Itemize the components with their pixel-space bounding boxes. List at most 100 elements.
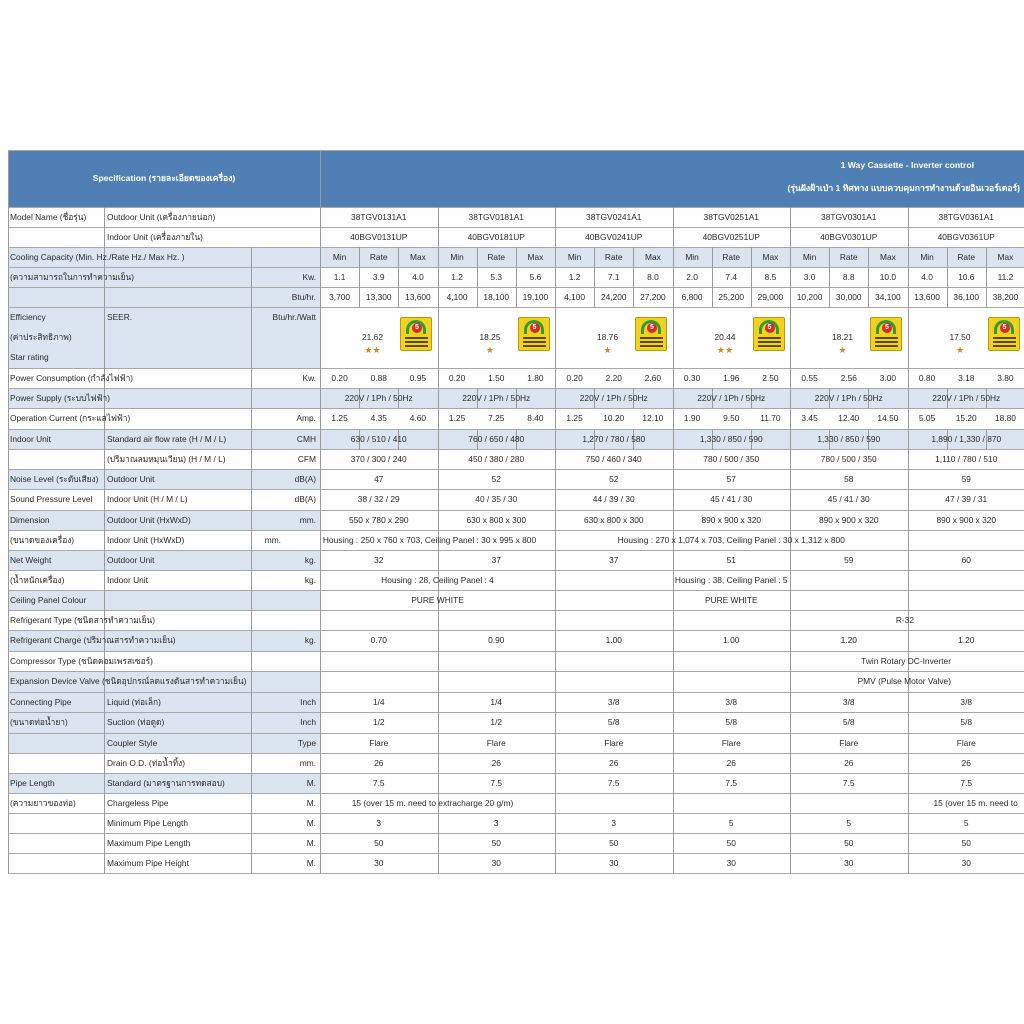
current-value: 4.60 bbox=[409, 413, 427, 423]
refrigerant-charge-value: 1.00 bbox=[723, 635, 740, 645]
power-supply-value: 220V / 1Ph / 50Hz bbox=[462, 393, 531, 403]
energy-lines bbox=[875, 337, 898, 339]
label-star-rating: Star rating bbox=[10, 352, 49, 362]
label-dim-indoor: Indoor Unit (HxWxD) bbox=[107, 535, 185, 545]
label-air-flow-th: (ปริมาณลมหมุนเวียน) (H / M / L) bbox=[107, 454, 226, 464]
col-max: Max bbox=[879, 252, 896, 262]
col-line bbox=[437, 207, 439, 873]
power-kw-value: 0.20 bbox=[331, 373, 348, 383]
label-panel-colour: Ceiling Panel Colour bbox=[10, 595, 87, 605]
power-supply-value: 220V / 1Ph / 50Hz bbox=[814, 393, 883, 403]
label-expansion-valve: Expansion Device Valve (ชนิดอุปกรณ์ลดแรง… bbox=[10, 676, 247, 686]
power-kw-value: 2.56 bbox=[840, 373, 857, 383]
noise-outdoor-value: 47 bbox=[374, 474, 384, 484]
power-kw-value: 2.60 bbox=[644, 373, 662, 383]
label-noise-level: Noise Level (ระดับเสียง) bbox=[10, 474, 99, 484]
pipe-max-value: 50 bbox=[491, 838, 501, 848]
sub-col-line bbox=[946, 388, 948, 408]
label-std-air-flow: Standard air flow rate (H / M / L) bbox=[107, 434, 227, 444]
current-value: 8.40 bbox=[527, 413, 544, 423]
header-band bbox=[8, 150, 1024, 207]
model-indoor-0: 40BGV0131UP bbox=[350, 232, 408, 242]
power-kw-value: 1.96 bbox=[723, 373, 740, 383]
noise-indoor-value: 45 / 41 / 30 bbox=[827, 494, 870, 504]
col-max: Max bbox=[997, 252, 1014, 262]
sub-col-line bbox=[633, 429, 635, 449]
unit-kg-3: kg. bbox=[304, 635, 316, 645]
col-min: Min bbox=[802, 252, 817, 262]
label-dimension: Dimension bbox=[10, 515, 50, 525]
col-max: Max bbox=[762, 252, 779, 262]
pipe-standard-value: 7.5 bbox=[960, 778, 973, 788]
current-value: 18.80 bbox=[994, 413, 1016, 423]
label-coupler-style: Coupler Style bbox=[107, 738, 158, 748]
row-line bbox=[8, 550, 1024, 551]
pipe-max-value: 50 bbox=[726, 838, 736, 848]
row-line bbox=[8, 630, 1024, 631]
energy-number: 5 bbox=[999, 323, 1010, 333]
label-net-weight-th: (น้ำหนักเครื่อง) bbox=[10, 575, 65, 585]
sub-col-line bbox=[750, 429, 752, 449]
pipe-height-value: 30 bbox=[491, 858, 501, 868]
current-value: 14.50 bbox=[877, 413, 899, 423]
energy-lines bbox=[757, 337, 781, 339]
shade-row bbox=[8, 429, 320, 449]
weight-indoor-span-a: Housing : 28, Ceiling Panel : 4 bbox=[381, 575, 494, 585]
cooling-btu-value: 13,600 bbox=[914, 292, 940, 302]
pipe-height-value: 30 bbox=[844, 858, 854, 868]
cooling-kw-value: 8.8 bbox=[842, 272, 855, 282]
energy-lines bbox=[522, 337, 546, 339]
label-operation-current: Operation Current (กระแสไฟฟ้า) bbox=[10, 413, 131, 423]
sub-col-line bbox=[946, 429, 948, 449]
energy-label-icon: 5 bbox=[635, 317, 667, 351]
current-value: 1.25 bbox=[331, 413, 348, 423]
unit-kw: Kw. bbox=[302, 272, 317, 282]
shade-row bbox=[8, 630, 320, 651]
label-chargeless: Chargeless Pipe bbox=[107, 798, 169, 808]
col-rate: Rate bbox=[839, 252, 858, 262]
current-value: 7.25 bbox=[488, 413, 505, 423]
dim-outdoor-value: 630 x 800 x 300 bbox=[583, 515, 644, 525]
col-min: Min bbox=[567, 252, 582, 262]
cooling-btu-value: 27,200 bbox=[640, 292, 666, 302]
dim-outdoor-value: 630 x 800 x 300 bbox=[466, 515, 527, 525]
energy-ring-icon bbox=[523, 320, 544, 334]
col-line bbox=[251, 247, 252, 873]
label-cooling-capacity-th: (ความสามารถในการทำความเย็น) bbox=[10, 272, 135, 282]
cooling-kw-value: 7.1 bbox=[607, 272, 620, 282]
energy-ring-icon bbox=[641, 320, 661, 334]
spec-header-label: Specification (รายละเอียดของเครื่อง) bbox=[92, 173, 236, 183]
col-max: Max bbox=[644, 252, 661, 262]
energy-lines bbox=[640, 337, 663, 339]
row-line bbox=[8, 530, 1024, 531]
current-value: 1.90 bbox=[683, 413, 701, 423]
row-line bbox=[8, 570, 1024, 571]
energy-label-icon: 5 bbox=[752, 317, 785, 351]
unit-mm-3: mm. bbox=[299, 758, 316, 768]
cooling-kw-value: 8.5 bbox=[764, 272, 777, 282]
sub-col-line bbox=[594, 388, 596, 408]
model-indoor-2: 40BGV0241UP bbox=[585, 232, 643, 242]
cooling-kw-value: 5.6 bbox=[529, 272, 542, 282]
cooling-btu-value: 3,700 bbox=[329, 292, 351, 302]
sub-col-line bbox=[633, 247, 635, 307]
label-min-pipe: Minimum Pipe Length bbox=[107, 818, 188, 828]
pipe-height-value: 30 bbox=[726, 858, 736, 868]
cooling-btu-value: 18,100 bbox=[483, 292, 510, 302]
label-indoor-unit-row: Indoor Unit bbox=[10, 434, 51, 444]
pipe-standard-value: 7.5 bbox=[607, 778, 620, 788]
label-net-weight: Net Weight bbox=[10, 555, 52, 565]
label-efficiency: Efficiency bbox=[10, 312, 46, 322]
shade-row bbox=[8, 692, 320, 712]
cooling-kw-value: 8.0 bbox=[647, 272, 659, 282]
cooling-btu-value: 24,200 bbox=[600, 292, 627, 302]
row-line bbox=[8, 449, 1024, 450]
pipe-suction-value: 5/8 bbox=[607, 717, 620, 727]
dim-indoor-span-b: Housing : 270 x 1,074 x 703, Ceiling Pan… bbox=[617, 535, 845, 545]
cooling-btu-value: 10,200 bbox=[796, 292, 823, 302]
col-rate: Rate bbox=[369, 252, 388, 262]
row-line bbox=[8, 227, 1024, 228]
row-line bbox=[8, 651, 1024, 652]
label-power-consumption: Power Consumption (กำลังไฟฟ้า) bbox=[10, 373, 134, 383]
row-line bbox=[8, 692, 1024, 693]
